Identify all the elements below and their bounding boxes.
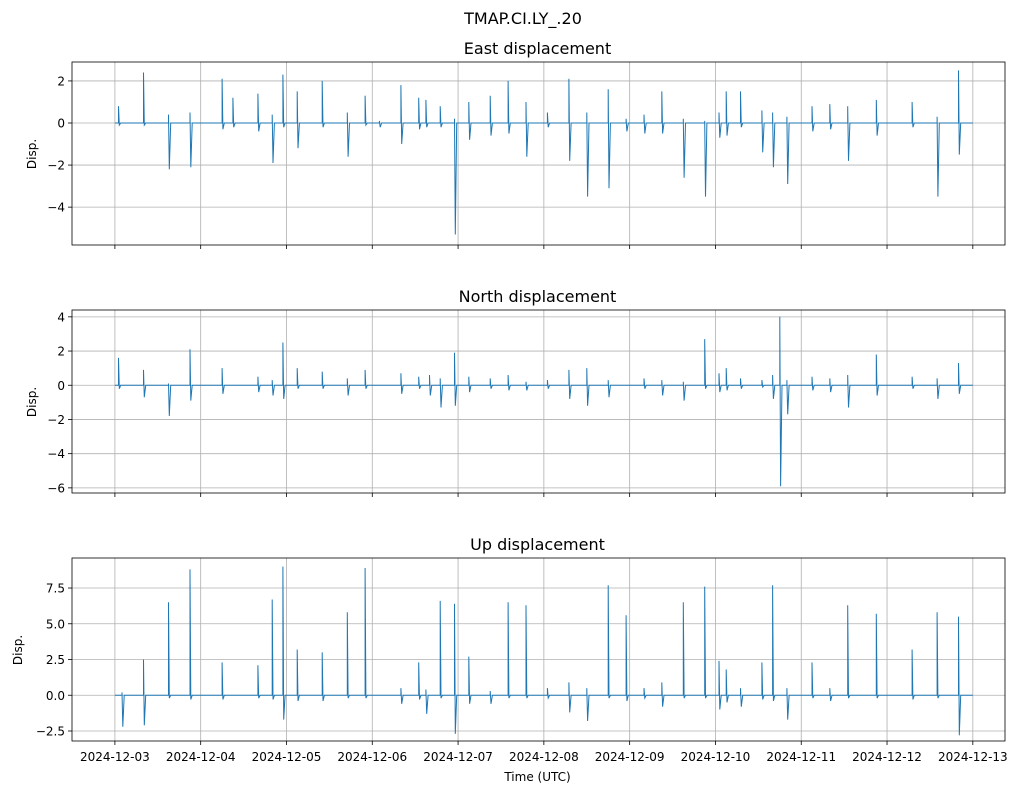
y-tick-label: −4 [47,447,65,461]
x-tick-label: 2024-12-08 [509,750,579,764]
axes-frame [71,61,1006,246]
y-tick-label: 7.5 [46,582,65,596]
x-tick-label: 2024-12-05 [252,750,322,764]
x-tick-label: 2024-12-04 [166,750,236,764]
y-tick-label: −6 [47,481,65,495]
series-line [114,316,973,487]
x-tick-label: 2024-12-13 [938,750,1008,764]
y-tick-label: −2 [47,413,65,427]
x-tick-label: 2024-12-07 [423,750,493,764]
x-axis-label: Time (UTC) [503,770,570,784]
panel-title: Up displacement [470,535,605,554]
x-tick-label: 2024-12-03 [80,750,150,764]
panel-up: Up displacement Disp. Time (UTC) [11,535,605,784]
panel-title: East displacement [464,39,611,58]
y-tick-label: 2 [57,74,65,88]
x-tick-label: 2024-12-10 [681,750,751,764]
axes-0: −4 −2 0 2 [47,61,1006,249]
y-tick-label: 4 [57,310,65,324]
y-axis-label: Disp. [25,139,39,169]
figure-title: TMAP.CI.LY_.20 [463,9,582,29]
x-tick-label: 2024-12-12 [852,750,922,764]
y-tick-label: 5.0 [46,617,65,631]
axes-frame [71,557,1006,742]
axes-1: −6 −4 −2 0 2 4 [47,309,1006,497]
y-tick-label: −4 [47,201,65,215]
series-line [114,70,973,235]
y-tick-label: 2 [57,345,65,359]
x-tick-label: 2024-12-09 [595,750,665,764]
panel-title: North displacement [459,287,617,306]
axes-2: 2024-12-03 2024-12-04 2024-12-05 2024-12-06… [36,557,1008,764]
y-tick-label: 2.5 [46,653,65,667]
y-tick-label: −2.5 [36,724,65,738]
x-tick-label: 2024-12-06 [337,750,407,764]
y-tick-label: 0 [57,117,65,131]
x-tick-label: 2024-12-11 [766,750,836,764]
y-tick-label: 0 [57,379,65,393]
y-tick-label: −2 [47,159,65,173]
panel-east: East displacement Disp. [25,39,611,169]
series-line [114,566,973,736]
y-tick-label: 0.0 [46,689,65,703]
y-axis-label: Disp. [11,635,25,665]
panel-north: North displacement Disp. [25,287,616,417]
axes-frame [71,309,1006,494]
y-axis-label: Disp. [25,387,39,417]
